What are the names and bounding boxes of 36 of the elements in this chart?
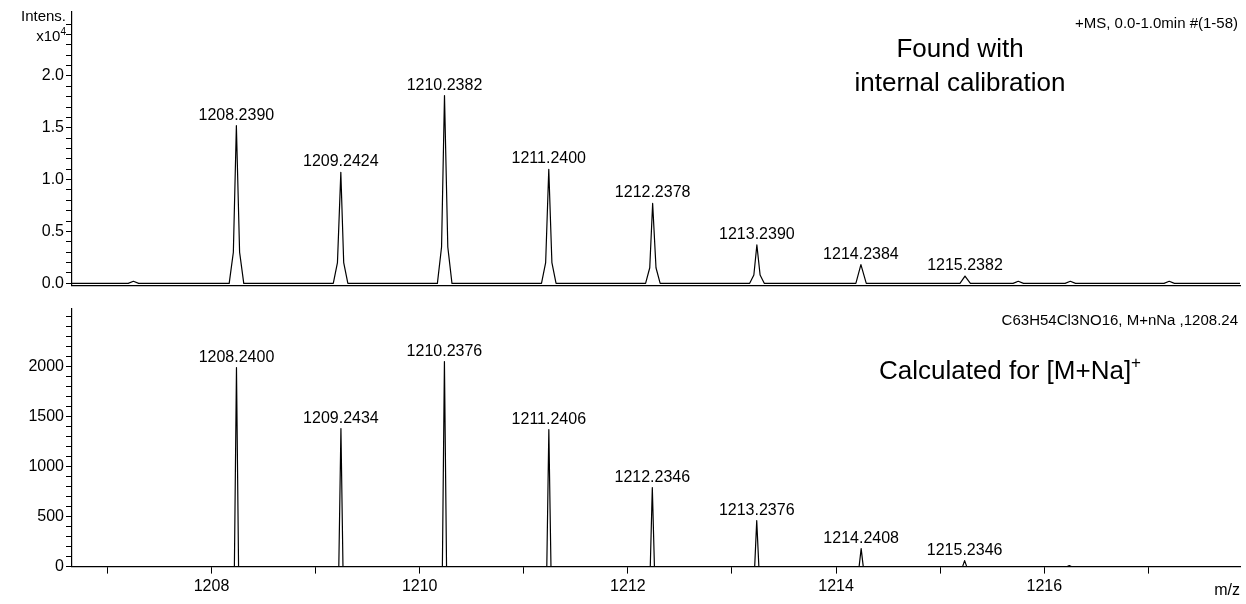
x-tick-label: 1210	[401, 576, 438, 594]
y-tick-label: 2.0	[41, 66, 65, 84]
y-tick-label: 2000	[28, 357, 65, 375]
annotation: 1213.2376	[718, 500, 795, 518]
annotation: 1209.2424	[303, 152, 379, 170]
y-tick-label: 0	[55, 557, 65, 575]
annotation: 1212.2378	[614, 183, 691, 201]
y-tick-label: 1.5	[41, 118, 65, 136]
annotation: 1210.2382	[406, 75, 483, 93]
annotation: 1215.2346	[926, 540, 1003, 558]
annotation: 1214.2408	[823, 528, 900, 546]
annotation: Calculated for [M+Na]+	[878, 353, 1142, 385]
x-axis-title: m/z	[1214, 580, 1240, 598]
annotation: 1210.2376	[406, 341, 483, 359]
annotation: 1215.2382	[927, 256, 1003, 274]
annotation: Found with internal calibration	[854, 32, 1066, 97]
y-tick-label: 0.5	[41, 221, 65, 239]
annotation: +MS, 0.0-1.0min #(1-58)	[1075, 13, 1239, 31]
annotation: 1214.2384	[823, 244, 899, 262]
annotation: 1208.2390	[198, 105, 275, 123]
y-tick-label: 1500	[28, 407, 65, 425]
x-tick-label: 1208	[193, 576, 230, 594]
y-tick-label: 0.0	[41, 273, 65, 291]
annotation: 1211.2400	[511, 149, 587, 167]
annotation: 1212.2346	[614, 467, 691, 485]
y-tick-label: 1000	[28, 457, 65, 475]
x-tick-label: 1216	[1026, 576, 1063, 594]
annotation: 1213.2390	[719, 224, 795, 242]
annotation: C63H54Cl3NO16, M+nNa ,1208.24	[1001, 310, 1238, 328]
y-tick-label: 1.0	[41, 170, 65, 188]
annotation: 1208.2400	[198, 347, 275, 365]
annotation: 1211.2406	[511, 409, 587, 427]
y-tick-label: 500	[37, 507, 65, 525]
x-tick-label: 1214	[818, 576, 854, 594]
annotation: 1209.2434	[303, 408, 379, 426]
x-tick-label: 1212	[610, 576, 646, 594]
